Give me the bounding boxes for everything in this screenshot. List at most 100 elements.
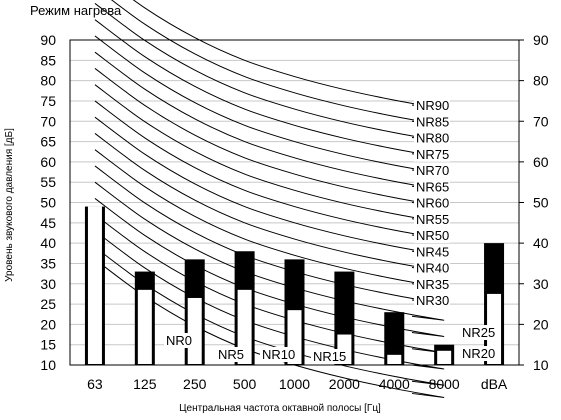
y-tick-label: 90	[40, 32, 56, 48]
nr-label-bg	[414, 114, 450, 130]
nr-label: NR30	[416, 293, 449, 308]
y-tick-label-right: 90	[533, 32, 549, 48]
y-tick-label: 85	[40, 52, 56, 68]
y-tick-label-right: 70	[533, 113, 549, 129]
nr-curve	[110, 0, 445, 126]
y-tick-label: 10	[40, 357, 56, 373]
nr-label: NR75	[416, 147, 449, 162]
bar-inner	[387, 354, 402, 364]
y-tick-label: 60	[40, 154, 56, 170]
x-axis-label: Центральная частота октавной полосы [Гц]	[179, 403, 381, 414]
nr-label-bg	[311, 349, 347, 364]
nr-curve	[94, 149, 445, 289]
nr-label: NR90	[416, 98, 449, 113]
y-tick-label: 25	[40, 296, 56, 312]
y-tick-label: 45	[40, 215, 56, 231]
x-tick-label: 63	[87, 376, 103, 392]
nr-curve	[94, 51, 445, 191]
y-tick-label-right: 20	[533, 316, 549, 332]
bar-inner	[87, 206, 102, 364]
y-tick-label-right: 60	[533, 154, 549, 170]
nr-label-bg	[414, 98, 450, 113]
nr-label: NR40	[416, 261, 449, 276]
x-tick-label: dBA	[481, 376, 508, 392]
bar-inner	[437, 350, 452, 364]
nr-curve	[94, 181, 445, 321]
nr-curve	[94, 3, 445, 143]
x-tick-label: 2000	[329, 376, 360, 392]
y-tick-label-right: 40	[533, 235, 549, 251]
nr-label: NR45	[416, 244, 449, 259]
x-tick-label: 8000	[429, 376, 460, 392]
y-tick-label-right: 50	[533, 195, 549, 211]
y-tick-label: 75	[40, 93, 56, 109]
nr-label-bg	[414, 260, 450, 276]
nr-label-bg	[414, 211, 450, 227]
bar-inner	[187, 297, 202, 364]
nr-label: NR85	[416, 114, 449, 129]
nr-label-bg	[260, 347, 296, 362]
nr-label: NR60	[416, 196, 449, 211]
y-tick-label: 50	[40, 195, 56, 211]
nr-label-bg	[414, 146, 450, 162]
nr-label: NR20	[462, 346, 495, 361]
nr-curve	[132, 0, 445, 110]
y-axis-right: 10 20 30 40 50 60 70 80 90	[519, 32, 549, 373]
nr-label-bg	[460, 346, 496, 361]
nr-label: NR25	[462, 325, 495, 340]
x-tick-label: 4000	[379, 376, 410, 392]
bar-inner	[237, 289, 252, 364]
y-tick-label: 30	[40, 276, 56, 292]
x-tick-label: 125	[133, 376, 157, 392]
nr-curve	[94, 19, 445, 159]
nr-label-bg	[414, 244, 450, 260]
nr-label: NR70	[416, 163, 449, 178]
nr-label: NR0	[166, 333, 192, 348]
nr-label-bg	[414, 293, 450, 308]
bar-inner	[137, 289, 152, 364]
y-tick-label: 70	[40, 113, 56, 129]
bar-outer	[384, 312, 405, 365]
y-tick-label-right: 30	[533, 276, 549, 292]
nr-label-bg	[414, 179, 450, 195]
y-axis-label: Уровень звукового давления [дБ]	[4, 128, 15, 282]
nr-label-bg	[414, 163, 450, 178]
y-tick-label: 20	[40, 316, 56, 332]
y-tick-label-right: 10	[533, 357, 549, 373]
nr-label: NR55	[416, 212, 449, 227]
nr-label-bg	[414, 195, 450, 211]
nr-label: NR65	[416, 179, 449, 194]
nr-curve	[94, 84, 445, 224]
y-tick-label: 80	[40, 73, 56, 89]
x-tick-label: 1000	[279, 376, 310, 392]
y-tick-label: 40	[40, 235, 56, 251]
x-tick-label: 250	[183, 376, 207, 392]
nr-curve	[94, 68, 445, 208]
chart-title: Режим нагрева	[30, 3, 122, 18]
nr-label-bg	[414, 130, 450, 146]
nr-label-bg	[460, 325, 496, 340]
y-axis-left: 10 15 20 25 30 35 40 45 50 55 60 65 70 75 80 85 90	[40, 32, 56, 373]
nr-curves	[94, 0, 445, 398]
nr-curve	[94, 35, 445, 175]
nr-curve	[94, 133, 445, 273]
nr-label: NR80	[416, 131, 449, 146]
nr-label: NR5	[218, 347, 244, 362]
x-tick-label: 500	[233, 376, 257, 392]
nr-label: NR10	[262, 347, 295, 362]
nr-curve	[94, 165, 445, 305]
nr-label-bg	[414, 228, 450, 243]
nr-curve	[94, 100, 445, 240]
nr-label-bg	[216, 347, 244, 362]
nr-label-bg	[414, 276, 450, 292]
y-tick-label: 65	[40, 134, 56, 150]
nr-label: NR15	[313, 349, 346, 364]
y-tick-label-right: 80	[533, 73, 549, 89]
y-tick-label: 35	[40, 255, 56, 271]
nr-label: NR50	[416, 228, 449, 243]
nr-label-bg	[164, 333, 192, 348]
y-tick-label: 55	[40, 174, 56, 190]
x-axis: 63 125 250 500 1000 2000 4000 8000 dBA	[87, 376, 508, 392]
